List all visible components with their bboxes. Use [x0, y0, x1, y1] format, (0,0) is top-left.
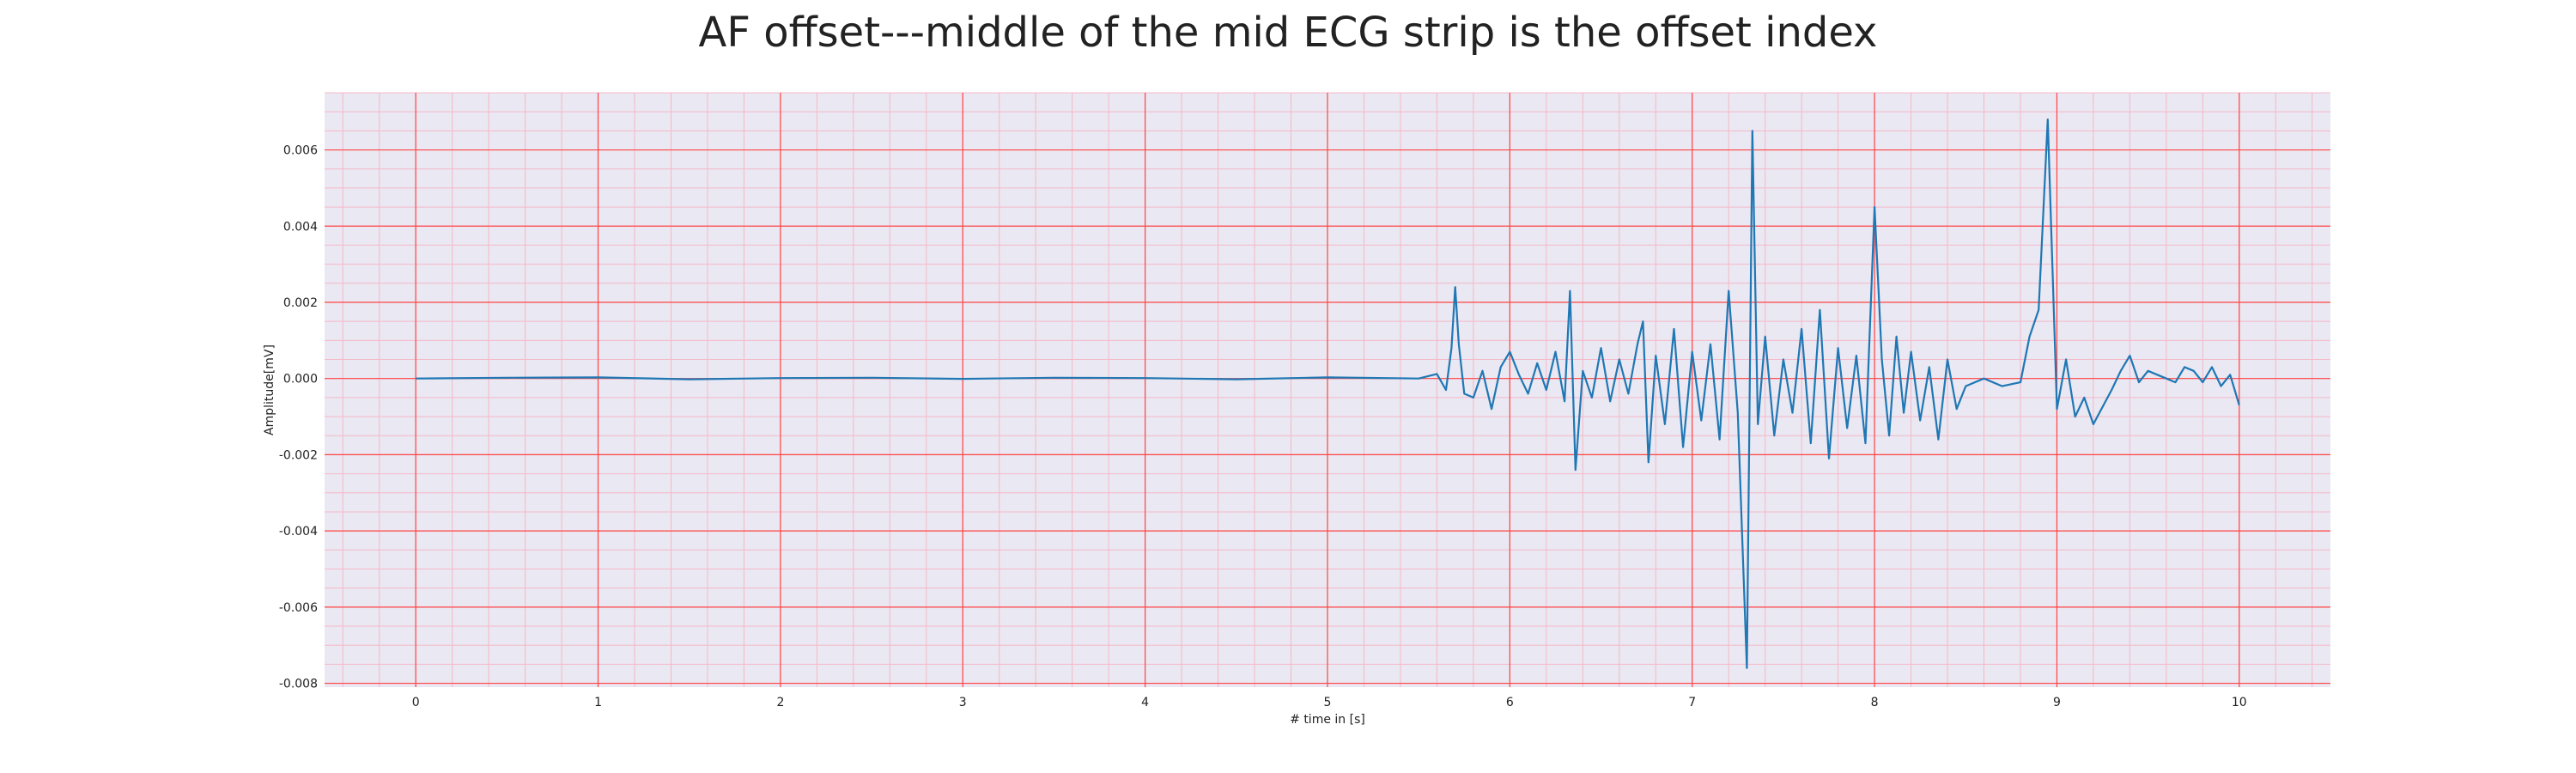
- series-layer: [416, 119, 2240, 669]
- y-axis-label: Amplitude[mV]: [263, 344, 276, 435]
- chart-title: AF offset---middle of the mid ECG strip …: [698, 9, 1878, 57]
- x-tick-label: 10: [2232, 696, 2247, 709]
- major-grid: [325, 93, 2330, 687]
- x-tick-label: 4: [1141, 696, 1149, 709]
- x-tick-label: 9: [2053, 696, 2061, 709]
- ecg-series-line: [416, 119, 2240, 669]
- x-tick-label: 5: [1324, 696, 1332, 709]
- x-tick-label: 8: [1871, 696, 1879, 709]
- x-tick-label: 2: [776, 696, 784, 709]
- x-tick-label: 6: [1506, 696, 1514, 709]
- y-tick-labels: 0.006 0.004 0.002 0.000 -0.002 -0.004 -0.006 -0…: [279, 144, 318, 691]
- y-tick-label: -0.004: [279, 525, 318, 539]
- x-tick-label: 7: [1688, 696, 1696, 709]
- x-tick-label: 3: [959, 696, 967, 709]
- y-tick-label: 0.002: [283, 296, 318, 310]
- y-tick-label: -0.002: [279, 448, 318, 462]
- x-tick-label: 0: [412, 696, 420, 709]
- x-axis-label: # time in [s]: [1290, 713, 1365, 727]
- y-tick-label: 0.006: [283, 144, 318, 158]
- y-tick-label: 0.004: [283, 220, 318, 234]
- x-tick-labels: 0 1 2 3 4 5 6 7 8 9 10: [412, 696, 2247, 709]
- y-tick-label: 0.000: [283, 373, 318, 386]
- y-tick-label: -0.006: [279, 601, 318, 615]
- x-tick-label: 1: [594, 696, 602, 709]
- y-tick-label: -0.008: [279, 678, 318, 691]
